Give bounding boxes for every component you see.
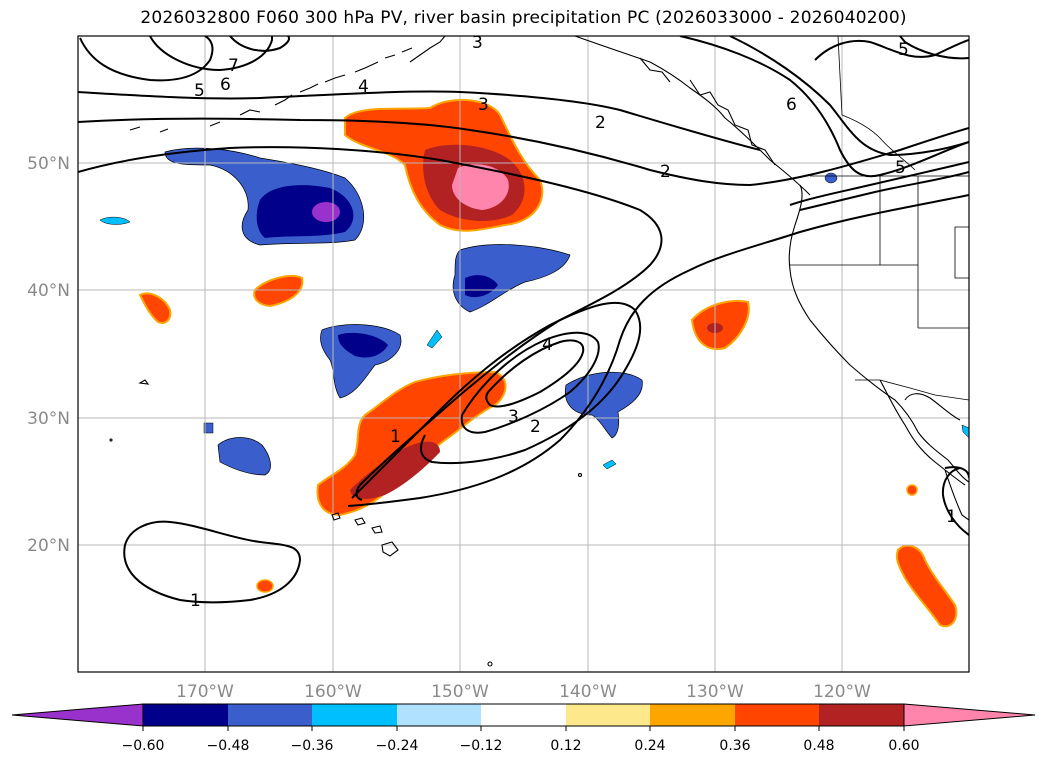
- colorbar-frame: [142, 703, 905, 727]
- contour-label: 4: [542, 335, 553, 355]
- negative-anomaly-north-pacific-peak: [312, 202, 340, 222]
- contour-label: 3: [472, 33, 483, 53]
- negative-anomaly-north-pacific-core: [256, 185, 354, 238]
- positive-anomaly-subtropical-core: [350, 441, 440, 499]
- colorbar-tick-label: −0.48: [207, 738, 250, 754]
- negative-speck-6: [961, 424, 969, 439]
- colorbar-segment: [819, 704, 904, 726]
- contour-label: 1: [190, 591, 201, 611]
- colorbar: −0.60 −0.48 −0.36 −0.24 −0.12 0.12 0.24 …: [11, 703, 1036, 754]
- colorbar-tick-label: 0.12: [550, 738, 581, 754]
- positive-anomaly-mexico: [895, 544, 958, 628]
- colorbar-tick-label: −0.60: [122, 738, 165, 754]
- contour-label: 7: [228, 56, 239, 76]
- lat-label-20: 20°N: [27, 536, 70, 556]
- negative-speck-1: [99, 216, 131, 225]
- colorbar-segment: [481, 704, 566, 726]
- map-title: 2026032800 F060 300 hPa PV, river basin …: [140, 8, 907, 28]
- contour-label: 2: [595, 113, 606, 133]
- contour-label: 2: [530, 417, 541, 437]
- negative-anomaly-central-core: [338, 332, 388, 358]
- lat-label-50: 50°N: [27, 154, 70, 174]
- contour-label: 3: [508, 407, 519, 427]
- colorbar-segment: [566, 704, 650, 726]
- lon-label-150w: 150°W: [431, 682, 489, 702]
- colorbar-tick-label: −0.36: [291, 738, 334, 754]
- colorbar-tick-label: 0.48: [803, 738, 834, 754]
- pv-contours: [78, 36, 969, 604]
- contour-label: 5: [898, 40, 909, 60]
- positive-anomaly-west: [253, 274, 304, 308]
- negative-speck-5: [824, 172, 838, 184]
- contour-label: 2: [660, 162, 671, 182]
- colorbar-ticks: [142, 726, 905, 731]
- colorbar-tick-label: 0.60: [888, 738, 919, 754]
- colorbar-segment: [312, 704, 397, 726]
- longitude-labels: 170°W 160°W 150°W 140°W 130°W 120°W: [176, 682, 871, 702]
- lon-label-160w: 160°W: [304, 682, 362, 702]
- contour-label: 4: [358, 77, 369, 97]
- map-background: [78, 36, 969, 672]
- contour-label: 5: [194, 81, 205, 101]
- negative-anomaly-southwest: [217, 437, 271, 476]
- colorbar-segment: [650, 704, 735, 726]
- colorbar-segment: [735, 704, 819, 726]
- gridlines: [78, 36, 969, 672]
- map-frame: [77, 35, 970, 673]
- colorbar-tick-label: 0.24: [634, 738, 665, 754]
- contour-label: 3: [478, 95, 489, 115]
- negative-speck-2: [426, 329, 443, 349]
- positive-anomaly-far-west: [138, 292, 172, 324]
- lat-label-30: 30°N: [27, 409, 70, 429]
- lon-label-130w: 130°W: [686, 682, 744, 702]
- colorbar-segment: [143, 704, 228, 726]
- contour-label: 5: [895, 158, 906, 178]
- colorbar-tick-label: 0.36: [719, 738, 750, 754]
- latitude-labels: 50°N 40°N 30°N 20°N: [27, 154, 70, 556]
- contour-label: 6: [786, 95, 797, 115]
- colorbar-tick-label: −0.24: [376, 738, 419, 754]
- negative-speck-4: [602, 459, 617, 470]
- colorbar-tick-label: −0.12: [460, 738, 503, 754]
- negative-anomaly-east: [564, 371, 643, 439]
- positive-anomaly-gulf-alaska-peak: [452, 164, 509, 210]
- negative-speck-3: [203, 422, 214, 434]
- negative-anomaly-mid-pacific-core: [465, 275, 498, 298]
- contour-labels: 1 1 1 2 2 2 3 3 3 4 4 5 5 5 6 6 7: [190, 33, 957, 611]
- lon-label-170w: 170°W: [176, 682, 234, 702]
- lat-label-40: 40°N: [27, 281, 70, 301]
- colorbar-segment: [397, 704, 481, 726]
- colorbar-segment: [228, 704, 312, 726]
- colorbar-right-extension: [903, 703, 1036, 727]
- lon-label-140w: 140°W: [559, 682, 617, 702]
- lon-label-120w: 120°W: [813, 682, 871, 702]
- contour-label: 1: [946, 507, 957, 527]
- positive-anomaly-small-south: [256, 579, 274, 593]
- positive-anomaly-small-mexico: [906, 484, 918, 496]
- contour-label: 1: [390, 427, 401, 447]
- contour-label: 6: [220, 75, 231, 95]
- colorbar-left-extension: [11, 703, 144, 727]
